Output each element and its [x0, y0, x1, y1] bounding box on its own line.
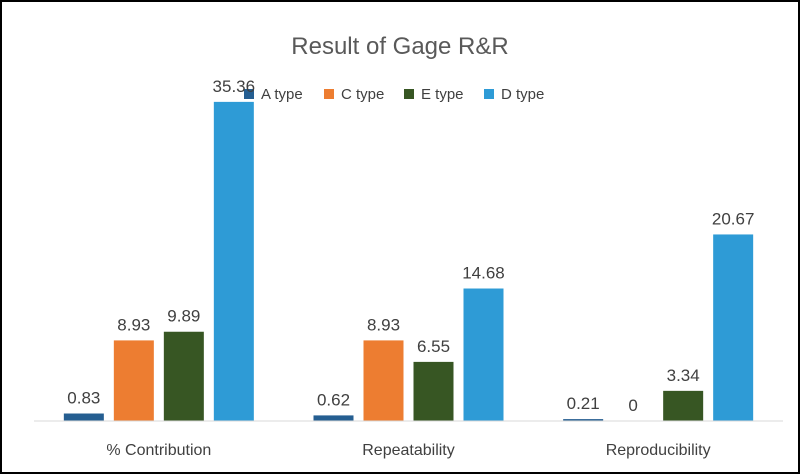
data-labels: 0.83 8.93 9.89 35.36 0.62 8.93 6.55 14.68 0.21 0 3… [67, 77, 754, 415]
data-label-d-type-repeatability: 14.68 [462, 264, 505, 283]
bar-e-type-contribution [163, 331, 204, 421]
data-label-c-type-reproducibility: 0 [628, 396, 637, 415]
data-label-c-type-repeatability: 8.93 [367, 315, 400, 334]
data-label-e-type-contribution: 9.89 [167, 307, 200, 326]
bars [63, 101, 754, 421]
bar-a-type-repeatability [313, 415, 354, 421]
chart-title: Result of Gage R&R [291, 33, 508, 60]
legend-label-e-type: E type [421, 86, 464, 103]
data-label-a-type-contribution: 0.83 [67, 389, 100, 408]
legend-swatch-c-type [324, 89, 334, 99]
legend-label-c-type: C type [341, 86, 384, 103]
data-label-d-type-contribution: 35.36 [213, 77, 256, 96]
legend-swatch-d-type [484, 89, 494, 99]
data-label-c-type-contribution: 8.93 [117, 315, 150, 334]
data-label-e-type-reproducibility: 3.34 [667, 366, 700, 385]
bar-d-type-repeatability [463, 288, 504, 421]
bar-c-type-contribution [113, 340, 154, 421]
bar-d-type-contribution [213, 101, 254, 421]
legend-swatch-e-type [404, 89, 414, 99]
bar-e-type-repeatability [413, 361, 454, 421]
data-label-d-type-reproducibility: 20.67 [712, 209, 755, 228]
bar-c-type-repeatability [363, 340, 404, 421]
category-labels: % Contribution Repeatability Reproducibili… [106, 442, 710, 459]
bar-a-type-contribution [63, 413, 104, 421]
legend: A type C type E type D type [244, 86, 544, 103]
category-label-contribution: % Contribution [106, 442, 211, 459]
bar-a-type-reproducibility [563, 419, 604, 421]
bar-d-type-reproducibility [713, 234, 754, 421]
category-label-reproducibility: Reproducibility [606, 442, 711, 459]
data-label-a-type-repeatability: 0.62 [317, 390, 350, 409]
legend-label-d-type: D type [501, 86, 544, 103]
legend-label-a-type: A type [261, 86, 303, 103]
category-label-repeatability: Repeatability [362, 442, 455, 459]
legend-swatch-a-type [244, 89, 254, 99]
data-label-a-type-reproducibility: 0.21 [567, 394, 600, 413]
data-label-e-type-repeatability: 6.55 [417, 337, 450, 356]
bar-e-type-reproducibility [663, 390, 704, 421]
